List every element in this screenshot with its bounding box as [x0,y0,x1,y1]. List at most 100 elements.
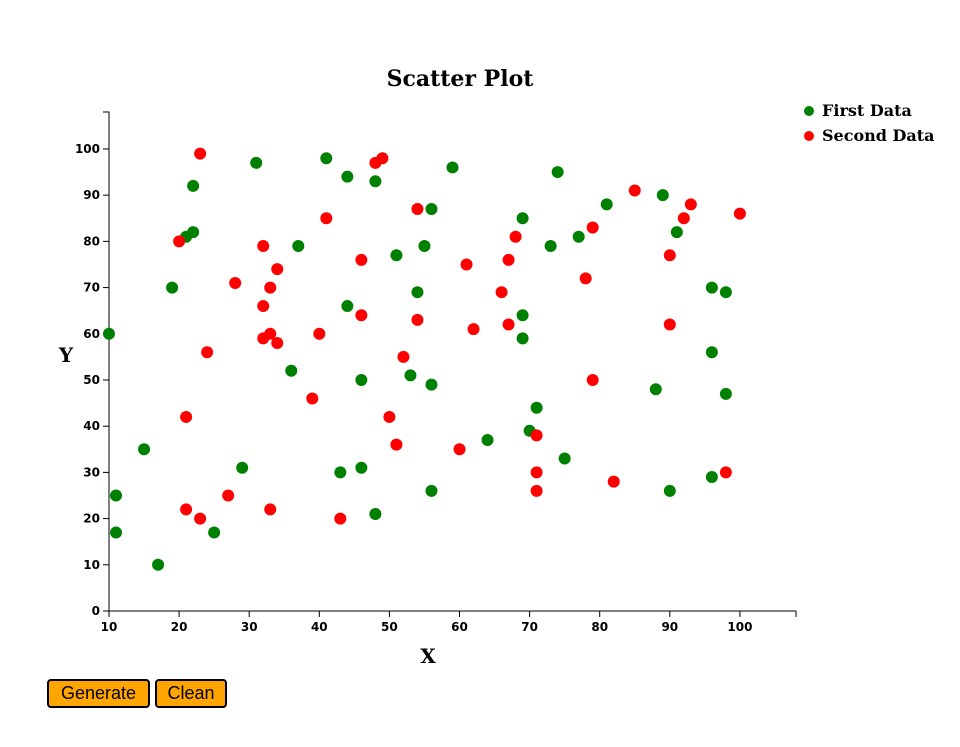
first-data-point [649,383,662,396]
second-data-point [411,313,424,326]
x-tick-label: 30 [241,620,258,634]
x-tick-label: 60 [451,620,468,634]
second-data-point [586,373,599,386]
second-data-point [264,281,277,294]
x-axis-line [108,610,797,617]
first-data-point [187,179,200,192]
first-data-point [551,166,564,179]
second-data-point [173,235,186,248]
first-data-point [355,461,368,474]
second-data-point [383,410,396,423]
second-data-point [411,203,424,216]
first-data-point [516,309,529,322]
first-data-point [334,466,347,479]
legend-swatch [804,131,814,141]
first-data-point [208,526,221,539]
first-data-point [285,364,298,377]
first-data-point [320,152,333,165]
second-data-point [264,503,277,516]
second-data-point [397,350,410,363]
x-tick-label: 20 [171,620,188,634]
first-data-point [705,471,718,484]
y-tick-label: 70 [83,281,100,295]
second-data-point [586,221,599,234]
second-data-point [684,198,697,211]
second-data-point [180,410,193,423]
first-data-point [110,489,123,502]
y-tick-label: 40 [83,419,100,433]
first-data-point [425,378,438,391]
generate-button[interactable]: Generate [47,679,150,708]
clean-button[interactable]: Clean [155,679,227,708]
first-data-point [670,226,683,239]
second-data-point [390,438,403,451]
second-data-point [530,484,543,497]
first-data-point [425,484,438,497]
y-axis: 0 10 20 30 40 50 60 70 80 90 100 [75,111,110,618]
second-data-point [257,300,270,313]
first-data-point [656,189,669,202]
second-data-point [628,184,641,197]
x-tick-label: 90 [661,620,678,634]
second-data-point [453,443,466,456]
first-data-point [411,286,424,299]
second-data-point [376,152,389,165]
first-data-point [369,507,382,520]
second-data-point [194,147,207,160]
y-tick-label: 80 [83,234,100,248]
legend-label: First Data [822,101,912,120]
y-axis-label: Y [58,343,74,367]
x-tick-label: 10 [101,620,118,634]
first-data-point [418,239,431,252]
legend: First Data Second Data [804,101,935,145]
first-data-point [558,452,571,465]
second-data-point [495,286,508,299]
first-data-point [705,281,718,294]
second-data-point [334,512,347,525]
chart-title: Scatter Plot [387,66,535,92]
first-data-point [530,401,543,414]
first-data-point [187,226,200,239]
first-data-point [516,212,529,225]
x-axis: 10 20 30 40 50 60 70 80 90 100 [101,610,797,634]
second-data-point [530,466,543,479]
y-tick-label: 10 [83,558,100,572]
y-axis-line [103,111,110,612]
second-data-point [607,475,620,488]
second-data-point [502,318,515,331]
second-data-point [733,207,746,220]
first-data-point [600,198,613,211]
x-tick-label: 40 [311,620,328,634]
data-points [103,147,746,571]
first-data-point [110,526,123,539]
second-data-point [719,466,732,479]
first-data-point [544,239,557,252]
first-data-point [355,373,368,386]
first-data-point [719,387,732,400]
second-data-point [320,212,333,225]
first-data-point [446,161,459,174]
second-data-point [180,503,193,516]
y-tick-label: 100 [75,142,100,156]
first-data-point [250,156,263,169]
first-data-point [572,230,585,243]
y-tick-label: 0 [92,604,100,618]
y-tick-label: 30 [83,465,100,479]
first-data-point [341,300,354,313]
x-tick-label: 70 [521,620,538,634]
second-data-point [229,276,242,289]
second-data-point [201,346,214,359]
x-tick-label: 80 [591,620,608,634]
y-tick-label: 60 [83,327,100,341]
second-data-point [306,392,319,405]
second-data-point [460,258,473,271]
x-tick-label: 50 [381,620,398,634]
second-data-point [467,323,480,336]
first-data-point [481,434,494,447]
first-data-point [404,369,417,382]
second-data-point [264,327,277,340]
legend-label: Second Data [822,126,935,145]
second-data-point [677,212,690,225]
second-data-point [194,512,207,525]
first-data-point [705,346,718,359]
